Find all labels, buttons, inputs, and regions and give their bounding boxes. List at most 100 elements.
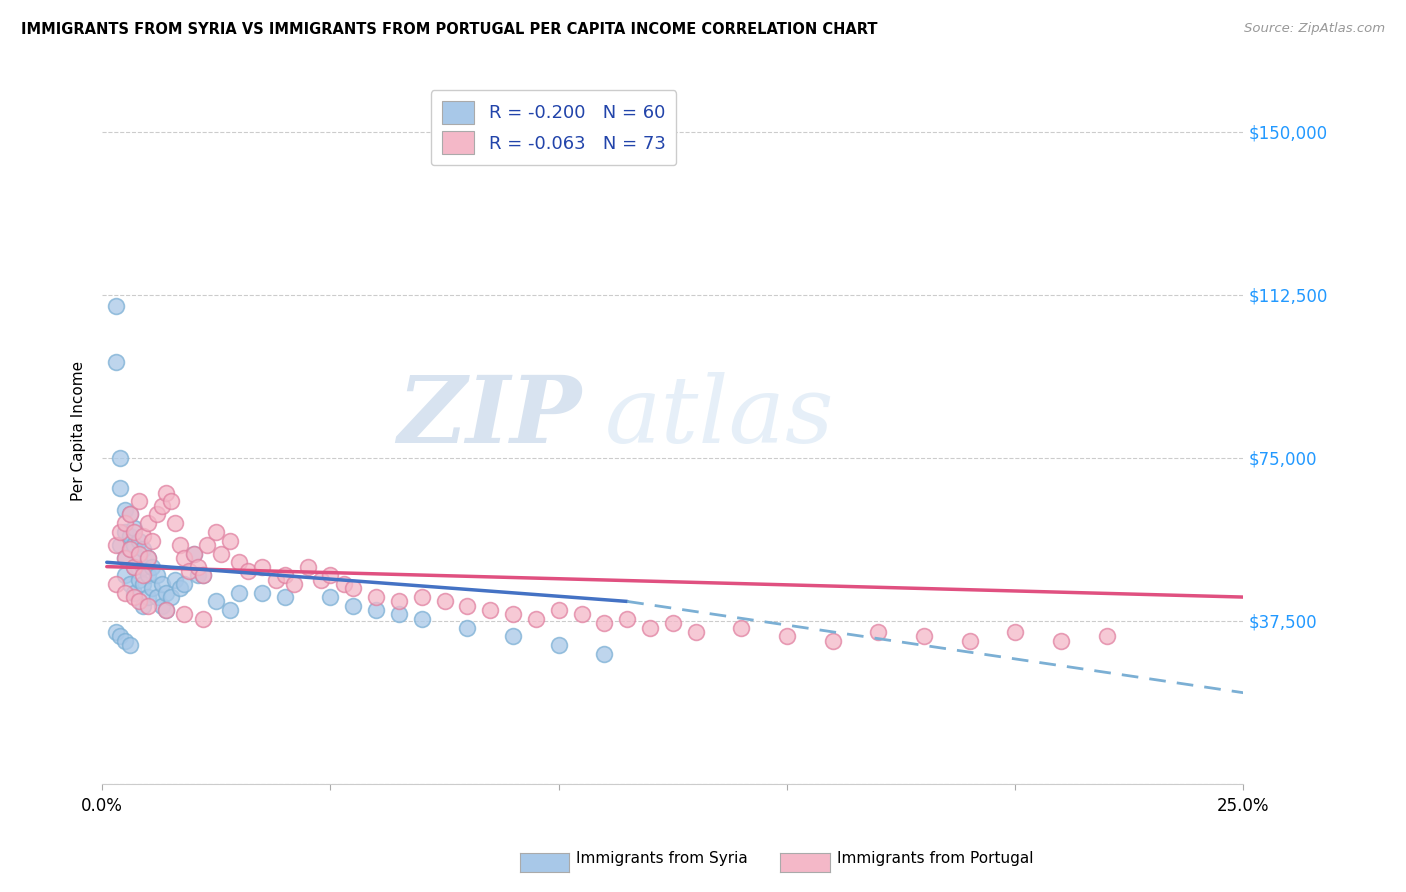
Point bbox=[132, 599, 155, 613]
Point bbox=[128, 573, 150, 587]
Text: IMMIGRANTS FROM SYRIA VS IMMIGRANTS FROM PORTUGAL PER CAPITA INCOME CORRELATION : IMMIGRANTS FROM SYRIA VS IMMIGRANTS FROM… bbox=[21, 22, 877, 37]
Point bbox=[128, 533, 150, 548]
Text: Source: ZipAtlas.com: Source: ZipAtlas.com bbox=[1244, 22, 1385, 36]
Point bbox=[173, 577, 195, 591]
Point bbox=[118, 508, 141, 522]
Point bbox=[122, 590, 145, 604]
Point bbox=[912, 629, 935, 643]
Point bbox=[219, 603, 242, 617]
Point bbox=[264, 573, 287, 587]
Point bbox=[141, 559, 163, 574]
Point bbox=[228, 585, 250, 599]
Point bbox=[191, 568, 214, 582]
Point bbox=[155, 585, 177, 599]
Point bbox=[187, 568, 209, 582]
Point bbox=[502, 629, 524, 643]
Point bbox=[136, 590, 159, 604]
Point bbox=[776, 629, 799, 643]
Point bbox=[136, 550, 159, 565]
Point bbox=[159, 590, 181, 604]
Point bbox=[132, 529, 155, 543]
Point bbox=[187, 559, 209, 574]
Point bbox=[132, 568, 155, 582]
Point bbox=[132, 577, 155, 591]
Point bbox=[122, 524, 145, 539]
Text: Immigrants from Syria: Immigrants from Syria bbox=[576, 851, 748, 865]
Point bbox=[132, 542, 155, 557]
Point bbox=[114, 550, 136, 565]
Point bbox=[155, 603, 177, 617]
Point bbox=[104, 538, 127, 552]
Point bbox=[110, 629, 132, 643]
Point bbox=[114, 568, 136, 582]
Text: Immigrants from Portugal: Immigrants from Portugal bbox=[837, 851, 1033, 865]
Point bbox=[114, 585, 136, 599]
Point bbox=[110, 538, 132, 552]
Point bbox=[191, 568, 214, 582]
Point bbox=[150, 599, 173, 613]
Point bbox=[205, 594, 228, 608]
Point bbox=[169, 538, 191, 552]
Point bbox=[136, 516, 159, 530]
Text: atlas: atlas bbox=[605, 372, 834, 462]
Point bbox=[333, 577, 356, 591]
Point bbox=[114, 550, 136, 565]
Point bbox=[165, 516, 187, 530]
Point bbox=[173, 607, 195, 622]
Point bbox=[366, 590, 388, 604]
Point bbox=[159, 494, 181, 508]
Point bbox=[114, 503, 136, 517]
Point bbox=[136, 599, 159, 613]
Point bbox=[959, 633, 981, 648]
Point bbox=[456, 599, 478, 613]
Point bbox=[274, 590, 297, 604]
Point bbox=[128, 550, 150, 565]
Point bbox=[868, 624, 890, 639]
Point bbox=[177, 564, 200, 578]
Point bbox=[821, 633, 844, 648]
Point bbox=[122, 585, 145, 599]
Point bbox=[150, 499, 173, 513]
Point bbox=[118, 638, 141, 652]
Point bbox=[110, 524, 132, 539]
Point bbox=[411, 612, 433, 626]
Point bbox=[547, 638, 569, 652]
Point bbox=[136, 568, 159, 582]
Point bbox=[114, 516, 136, 530]
Point bbox=[730, 620, 752, 634]
Point bbox=[118, 508, 141, 522]
Point bbox=[638, 620, 661, 634]
Point bbox=[104, 577, 127, 591]
Point bbox=[118, 529, 141, 543]
Text: ZIP: ZIP bbox=[398, 372, 582, 462]
Point bbox=[662, 616, 685, 631]
Legend: R = -0.200   N = 60, R = -0.063   N = 73: R = -0.200 N = 60, R = -0.063 N = 73 bbox=[430, 90, 676, 165]
Point bbox=[118, 577, 141, 591]
Point bbox=[1004, 624, 1026, 639]
Point bbox=[104, 624, 127, 639]
Point bbox=[250, 585, 273, 599]
Point bbox=[183, 547, 205, 561]
Point bbox=[122, 559, 145, 574]
Point bbox=[141, 582, 163, 596]
Point bbox=[593, 616, 616, 631]
Point bbox=[342, 582, 364, 596]
Point bbox=[114, 633, 136, 648]
Point bbox=[238, 564, 260, 578]
Point bbox=[411, 590, 433, 604]
Point bbox=[150, 577, 173, 591]
Point bbox=[146, 508, 169, 522]
Point bbox=[128, 494, 150, 508]
Point bbox=[547, 603, 569, 617]
Point bbox=[1050, 633, 1073, 648]
Y-axis label: Per Capita Income: Per Capita Income bbox=[72, 360, 86, 500]
Point bbox=[104, 355, 127, 369]
Point bbox=[155, 603, 177, 617]
Point bbox=[319, 590, 342, 604]
Point bbox=[502, 607, 524, 622]
Point bbox=[122, 538, 145, 552]
Point bbox=[169, 582, 191, 596]
Point bbox=[128, 594, 150, 608]
Point bbox=[165, 573, 187, 587]
Point bbox=[195, 538, 218, 552]
